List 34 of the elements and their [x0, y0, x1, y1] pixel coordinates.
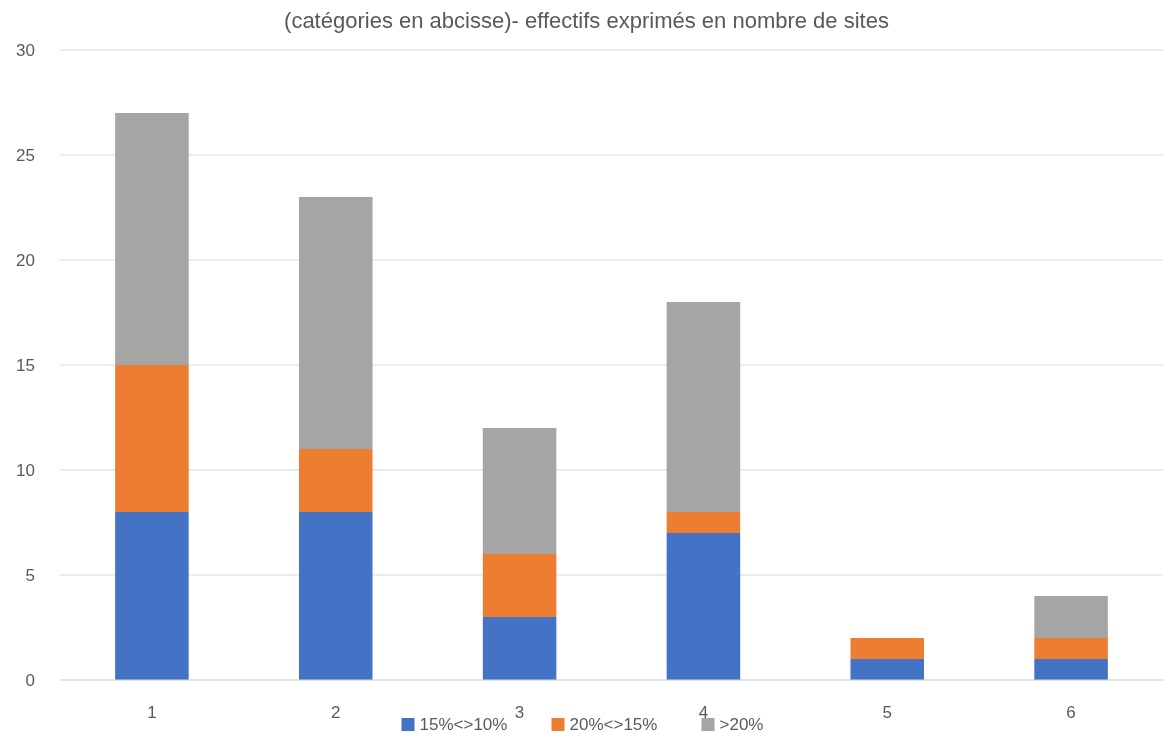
chart-title: (catégories en abcisse)- effectifs exprimés en nombre de sites: [284, 8, 889, 33]
y-tick-label: 25: [16, 146, 35, 165]
x-tick-label: 1: [147, 703, 157, 722]
bar: [1034, 659, 1108, 680]
bar: [1034, 596, 1108, 638]
bar: [482, 428, 557, 554]
y-tick-label: 15: [16, 356, 35, 375]
bar: [666, 512, 741, 533]
legend-label: >20%: [719, 715, 764, 734]
y-tick-label: 10: [16, 461, 35, 480]
bar: [298, 449, 373, 512]
x-tick-label: 4: [698, 703, 709, 722]
legend-label: 20%<>15%: [569, 715, 658, 734]
bar: [298, 197, 373, 449]
bar: [115, 512, 189, 680]
bar: [115, 365, 189, 512]
y-tick-label: 0: [25, 671, 35, 690]
y-tick-label: 20: [16, 251, 35, 270]
bar: [666, 533, 741, 680]
bar: [482, 617, 557, 680]
bar: [666, 302, 741, 512]
x-tick-label: 2: [331, 703, 341, 722]
x-tick-label: 6: [1066, 703, 1076, 722]
x-tick-label: 5: [882, 703, 892, 722]
bar: [850, 638, 925, 659]
y-tick-label: 30: [16, 41, 35, 60]
bar: [115, 113, 189, 365]
bar: [850, 659, 925, 680]
legend-label: 15%<>10%: [419, 715, 508, 734]
bar: [482, 554, 557, 617]
x-tick-label: 3: [514, 703, 525, 722]
bar: [298, 512, 373, 680]
bar: [1034, 638, 1108, 659]
y-tick-label: 5: [25, 566, 35, 585]
